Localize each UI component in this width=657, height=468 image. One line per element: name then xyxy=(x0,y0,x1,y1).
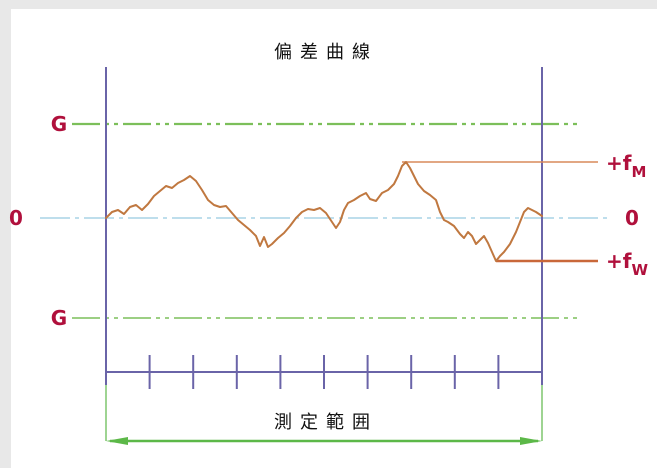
fm-label: +fM xyxy=(606,151,646,181)
range-arrow-head-left xyxy=(106,437,128,445)
diagram-panel xyxy=(11,9,657,468)
fw-label-subscript: W xyxy=(631,261,648,279)
fw-label-main: +f xyxy=(606,249,632,273)
deviation-curve xyxy=(105,161,543,262)
lower-limit-label: G xyxy=(51,306,67,330)
range-label: 測定範囲 xyxy=(274,412,378,433)
range-arrow-head-right xyxy=(520,437,542,445)
diagram-title: 偏差曲線 xyxy=(274,42,378,63)
upper-limit-label: G xyxy=(51,112,67,136)
axis-ticks xyxy=(148,355,500,389)
zero-label-right: 0 xyxy=(625,206,639,230)
fm-label-main: +f xyxy=(606,151,632,175)
fm-label-subscript: M xyxy=(631,163,646,181)
zero-label-left: 0 xyxy=(9,206,23,230)
fw-label: +fW xyxy=(606,249,648,279)
